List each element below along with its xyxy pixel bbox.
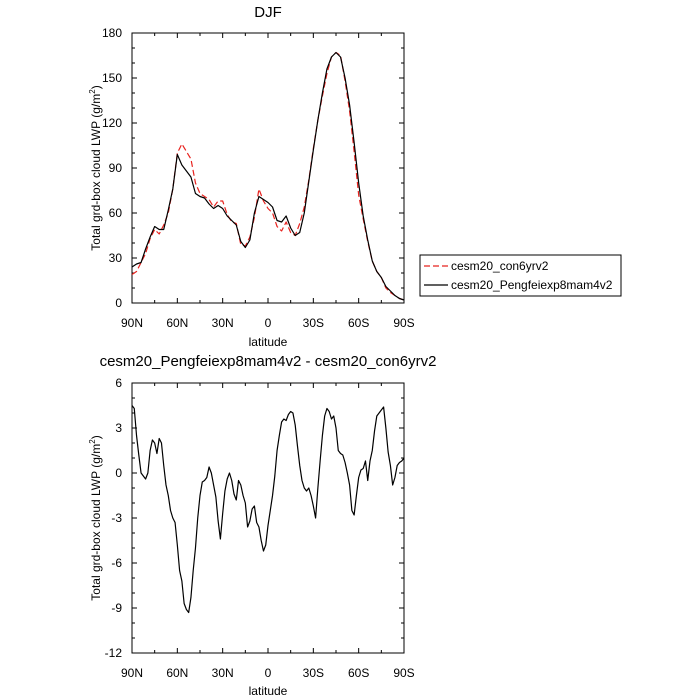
y-tick-label: 30: [109, 251, 123, 265]
y-axis-label: Total grd-box cloud LWP (g/m2): [88, 85, 103, 250]
legend-label-con6yrv2: cesm20_con6yrv2: [451, 259, 549, 273]
y-tick-label: 60: [109, 206, 123, 220]
legend-label-pengfei: cesm20_Pengfeiexp8mam4v2: [451, 278, 613, 292]
x-tick-label: 0: [265, 666, 272, 680]
x-tick-label: 60S: [348, 316, 369, 330]
y-tick-label: 120: [102, 116, 122, 130]
bottom-panel-ylabel: Total grd-box cloud LWP (g/m2): [88, 435, 103, 600]
x-tick-label: 90N: [121, 316, 143, 330]
y-tick-label: -9: [111, 601, 122, 615]
x-tick-label: 30N: [212, 316, 234, 330]
legend-box: [419, 254, 622, 297]
y-tick-label: 6: [115, 376, 122, 390]
legend: cesm20_con6yrv2 cesm20_Pengfeiexp8mam4v2: [419, 254, 622, 297]
x-tick-label: 30S: [303, 316, 324, 330]
x-tick-label: 30N: [212, 666, 234, 680]
series-line-0: [131, 51, 405, 301]
x-tick-label: 0: [265, 316, 272, 330]
bottom-panel-plot-area: 90N 60N 30N 0 30S 60S 90S -12 -9 -6 -3 0 3 6: [105, 376, 415, 680]
x-tick-label: 90S: [393, 316, 414, 330]
y-tick-label: -6: [111, 556, 122, 570]
x-tick-label: 60N: [166, 316, 188, 330]
y-tick-label: 0: [115, 466, 122, 480]
bottom-panel: cesm20_Pengfeiexp8mam4v2 - cesm20_con6yr…: [88, 353, 436, 698]
x-tick-label: 60S: [348, 666, 369, 680]
top-panel-title: DJF: [254, 4, 282, 21]
y-tick-label: 90: [109, 161, 123, 175]
top-panel: DJF Total grd-box cloud LWP (g/m2) latit…: [88, 4, 415, 349]
y-tick-label: 3: [115, 421, 122, 435]
x-tick-label: 90S: [393, 666, 414, 680]
x-tick-label: 90N: [121, 666, 143, 680]
y-tick-label: -3: [111, 511, 122, 525]
y-tick-label: 0: [115, 296, 122, 310]
x-tick-label: 30S: [303, 666, 324, 680]
y-tick-label: 180: [102, 26, 122, 40]
bottom-panel-title: cesm20_Pengfeiexp8mam4v2 - cesm20_con6yr…: [100, 353, 437, 370]
series-line-0: [131, 405, 405, 614]
y-axis-label: Total grd-box cloud LWP (g/m2): [88, 435, 103, 600]
y-tick-label: -12: [105, 646, 123, 660]
x-tick-label: 60N: [166, 666, 188, 680]
series-line-1: [131, 51, 405, 301]
top-panel-ylabel: Total grd-box cloud LWP (g/m2): [88, 85, 103, 250]
bottom-panel-xlabel: latitude: [249, 684, 288, 698]
plot-frame: [131, 32, 405, 304]
y-tick-label: 150: [102, 71, 122, 85]
top-panel-plot-area: 90N 60N 30N 0 30S 60S 90S 0 30 60 90 120 150 180: [102, 26, 415, 330]
top-panel-xlabel: latitude: [249, 335, 288, 349]
